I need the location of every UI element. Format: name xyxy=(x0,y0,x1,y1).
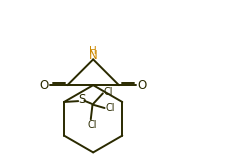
Text: N: N xyxy=(88,49,97,62)
Text: Cl: Cl xyxy=(105,103,114,113)
Text: Cl: Cl xyxy=(87,120,97,130)
Text: Cl: Cl xyxy=(103,87,113,97)
Text: O: O xyxy=(137,79,146,92)
Text: O: O xyxy=(39,79,49,92)
Text: S: S xyxy=(78,93,86,106)
Text: H: H xyxy=(89,46,97,56)
